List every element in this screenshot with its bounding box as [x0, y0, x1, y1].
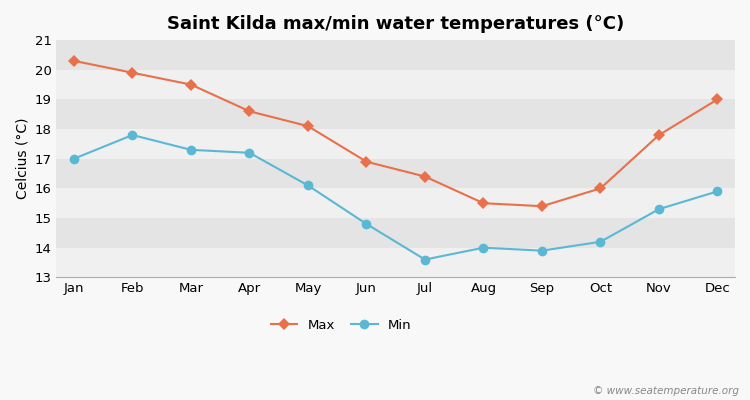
Max	[245, 109, 254, 114]
Max	[128, 70, 137, 75]
Max	[655, 133, 664, 138]
Bar	[56, 188, 735, 218]
Line: Max: Max	[70, 57, 722, 210]
Min	[538, 248, 547, 253]
Y-axis label: Celcius (°C): Celcius (°C)	[15, 118, 29, 200]
Line: Min: Min	[69, 130, 722, 264]
Bar	[56, 40, 735, 70]
Min	[362, 222, 371, 226]
Bar	[56, 248, 735, 277]
Max	[362, 159, 371, 164]
Max	[596, 186, 605, 191]
Max	[187, 82, 196, 87]
Max	[713, 97, 722, 102]
Title: Saint Kilda max/min water temperatures (°C): Saint Kilda max/min water temperatures (…	[167, 15, 624, 33]
Min	[128, 133, 137, 138]
Legend: Max, Min: Max, Min	[266, 314, 417, 337]
Text: © www.seatemperature.org: © www.seatemperature.org	[592, 386, 739, 396]
Max	[304, 124, 313, 128]
Max	[479, 201, 488, 206]
Min	[187, 148, 196, 152]
Max	[421, 174, 430, 179]
Bar	[56, 70, 735, 100]
Min	[479, 245, 488, 250]
Max	[538, 204, 547, 208]
Min	[70, 156, 79, 161]
Min	[421, 257, 430, 262]
Bar	[56, 100, 735, 129]
Min	[655, 207, 664, 212]
Min	[245, 150, 254, 155]
Min	[713, 189, 722, 194]
Bar	[56, 218, 735, 248]
Max	[70, 58, 79, 63]
Bar	[56, 159, 735, 188]
Bar	[56, 129, 735, 159]
Min	[304, 183, 313, 188]
Min	[596, 239, 605, 244]
